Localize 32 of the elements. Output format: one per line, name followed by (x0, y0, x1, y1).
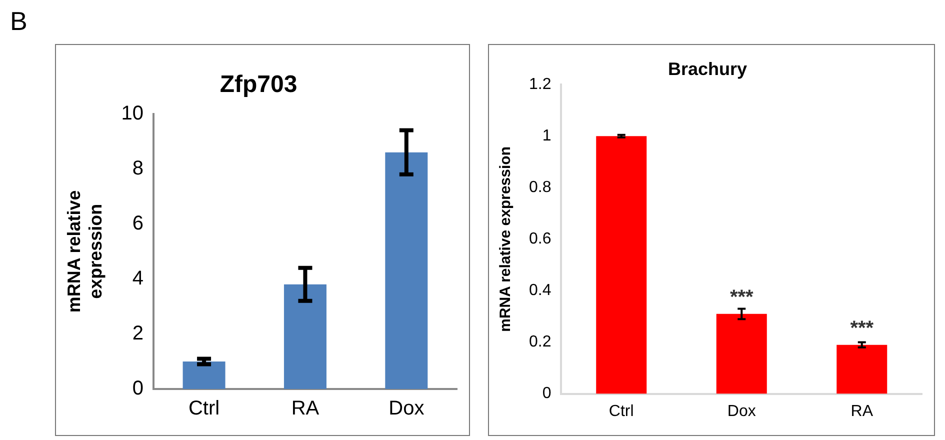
y-tick-label: 10 (121, 102, 144, 124)
y-tick-label: 0.6 (528, 230, 552, 248)
y-tick-label: 4 (132, 267, 144, 290)
y-tick-label: 0 (542, 385, 552, 402)
chart-title: Zfp703 (220, 71, 298, 98)
y-tick-label: 2 (132, 322, 144, 344)
y-tick-label: 1 (542, 128, 552, 145)
annotation: *** (850, 317, 874, 340)
y-axis-title: mRNA relative expression (497, 146, 514, 332)
x-tick-label: Dox (388, 398, 424, 420)
annotation: *** (730, 286, 754, 308)
x-tick-label: Ctrl (608, 402, 634, 420)
y-axis-title: mRNA relative expression (64, 190, 106, 313)
y-tick-label: 8 (132, 157, 144, 180)
text: B (10, 6, 28, 37)
x-tick-label: Ctrl (188, 398, 220, 420)
bar (596, 136, 647, 394)
x-tick-label: RA (291, 398, 320, 420)
y-tick-label: 0.8 (528, 179, 552, 196)
y-tick-label: 0 (132, 378, 144, 400)
bar (716, 314, 767, 394)
y-tick-label: 0.2 (528, 334, 552, 351)
y-tick-label: 0.4 (528, 282, 552, 300)
bar (385, 152, 428, 389)
y-tick-label: 1.2 (528, 76, 552, 94)
y-tick-label: 6 (132, 212, 144, 234)
bar (182, 361, 226, 389)
x-tick-label: RA (850, 402, 874, 420)
chart-title: Brachury (668, 58, 748, 79)
bar (284, 284, 326, 389)
x-tick-label: Dox (727, 402, 756, 420)
bar (836, 344, 888, 394)
